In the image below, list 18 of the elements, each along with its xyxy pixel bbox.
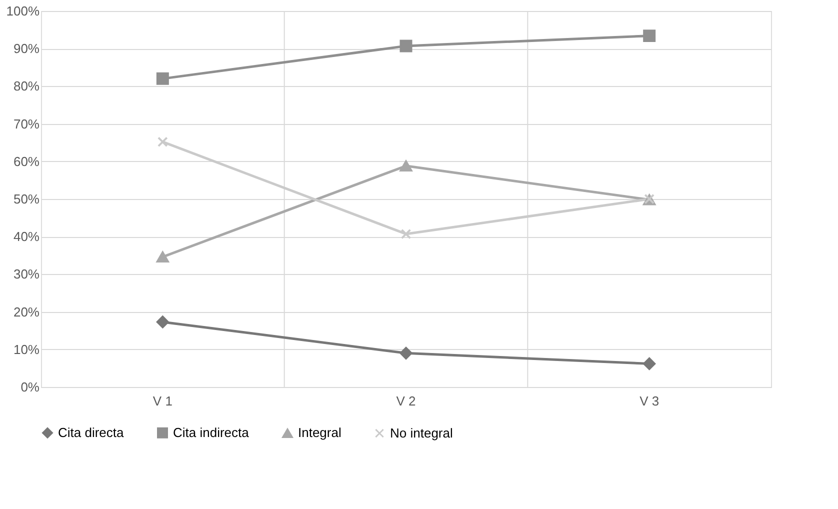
x-tick-label: V 1: [152, 394, 172, 408]
x-tick-label: V 2: [396, 394, 416, 408]
y-tick-label: 80%: [13, 78, 40, 94]
y-tick-label: 40%: [13, 229, 40, 244]
legend-label: Cita directa: [58, 424, 125, 440]
y-tick-label: 50%: [13, 192, 40, 206]
y-tick-label: 60%: [13, 154, 40, 169]
legend-label: No integral: [390, 425, 453, 440]
y-tick-label: 30%: [13, 266, 40, 282]
legend-label: Integral: [298, 425, 342, 440]
y-tick-label: 100%: [6, 4, 40, 18]
y-tick-label: 0%: [20, 380, 40, 394]
legend-label: Cita indirecta: [173, 424, 250, 440]
y-tick-label: 70%: [13, 116, 40, 132]
y-tick-label: 20%: [13, 304, 40, 320]
y-tick-label: 90%: [13, 41, 40, 56]
y-tick-label: 10%: [13, 342, 40, 357]
x-tick-label: V 3: [640, 394, 660, 408]
